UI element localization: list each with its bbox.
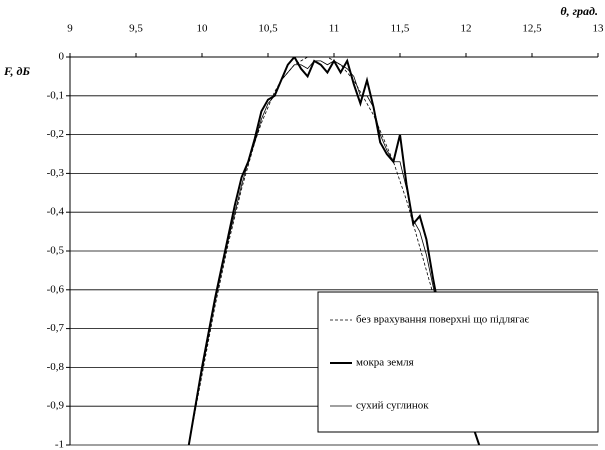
y-tick-label: -0,4 xyxy=(47,206,65,218)
plot-area xyxy=(187,57,481,445)
y-tick-label: -1 xyxy=(55,439,64,450)
legend-label: мокра земля xyxy=(356,357,414,369)
y-tick-label: -0,8 xyxy=(47,361,65,373)
x-tick-label: 12,5 xyxy=(522,23,542,35)
y-tick-label: -0,1 xyxy=(47,89,64,101)
legend-box xyxy=(317,291,599,433)
legend-label: сухий суглинок xyxy=(356,400,429,412)
x-tick-label: 10,5 xyxy=(258,23,278,35)
y-axis-label: F, дБ xyxy=(3,64,30,78)
x-tick-label: 11 xyxy=(329,23,340,35)
y-tick-label: -0,9 xyxy=(47,400,65,412)
y-tick-label: -0,5 xyxy=(47,245,65,257)
x-tick-label: 11,5 xyxy=(391,23,410,35)
y-tick-label: -0,6 xyxy=(47,283,65,295)
y-tick-label: -0,7 xyxy=(47,322,65,334)
legend-label: без врахування поверхні що підлягає xyxy=(356,314,530,326)
y-tick-label: -0,2 xyxy=(47,128,64,140)
y-tick-label: 0 xyxy=(59,51,65,63)
x-tick-label: 10 xyxy=(197,23,209,35)
x-tick-label: 9 xyxy=(67,23,73,35)
series-line xyxy=(188,60,480,445)
x-tick-label: 13 xyxy=(593,23,605,35)
x-axis-label: θ, град. xyxy=(560,4,598,18)
y-tick-label: -0,3 xyxy=(47,167,65,179)
x-tick-label: 9,5 xyxy=(129,23,143,35)
x-tick-label: 12 xyxy=(461,23,472,35)
